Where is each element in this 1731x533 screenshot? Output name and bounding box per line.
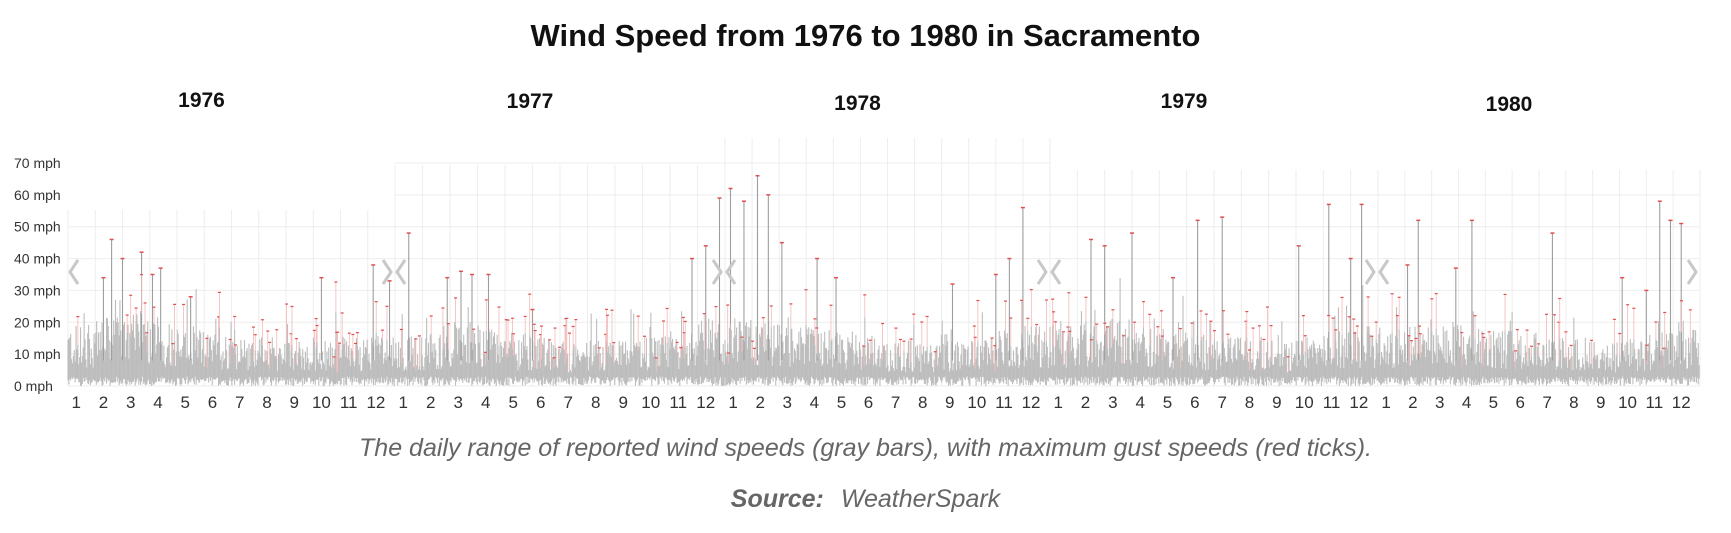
month-tick-label: 4 bbox=[153, 393, 162, 412]
y-tick-label: 20 mph bbox=[14, 314, 61, 330]
month-tick-label: 11 bbox=[1646, 393, 1664, 412]
month-tick-label: 9 bbox=[289, 393, 298, 412]
chevron-left-icon bbox=[68, 259, 80, 285]
month-tick-label: 2 bbox=[755, 393, 764, 412]
month-tick-label: 8 bbox=[918, 393, 927, 412]
month-tick-label: 1 bbox=[1053, 393, 1062, 412]
wind-speed-chart: 0 mph 10 mph 20 mph 30 mph 40 mph 50 mph 60 mp… bbox=[14, 89, 1701, 412]
month-tick-label: 3 bbox=[1435, 393, 1444, 412]
chevron-left-icon bbox=[1050, 259, 1062, 285]
month-tick-label: 2 bbox=[426, 393, 435, 412]
month-tick-label: 6 bbox=[1190, 393, 1199, 412]
y-tick-label: 50 mph bbox=[14, 219, 61, 235]
nav-arrows-layer bbox=[68, 259, 1698, 285]
month-tick-label: 11 bbox=[995, 393, 1013, 412]
month-tick-label: 7 bbox=[235, 393, 244, 412]
y-tick-label: 0 mph bbox=[14, 378, 53, 394]
month-tick-label: 9 bbox=[945, 393, 954, 412]
month-tick-label: 8 bbox=[262, 393, 271, 412]
gust-ticks-layer bbox=[76, 174, 1692, 373]
month-tick-label: 12 bbox=[1349, 393, 1368, 412]
month-tick-label: 8 bbox=[1569, 393, 1578, 412]
month-tick-label: 3 bbox=[454, 393, 463, 412]
chevron-left-icon bbox=[725, 259, 737, 285]
month-tick-label: 5 bbox=[837, 393, 846, 412]
month-tick-label: 6 bbox=[208, 393, 217, 412]
source-name: WeatherSpark bbox=[840, 485, 1001, 513]
chevron-left-icon bbox=[1378, 259, 1390, 285]
panel-year-label: 1978 bbox=[834, 92, 881, 115]
chart-caption: The daily range of reported wind speeds … bbox=[359, 434, 1372, 462]
month-tick-label: 2 bbox=[99, 393, 108, 412]
month-tick-label: 3 bbox=[126, 393, 135, 412]
month-tick-label: 12 bbox=[1672, 393, 1691, 412]
chevron-right-icon bbox=[1686, 259, 1698, 285]
chevron-left-icon bbox=[395, 259, 407, 285]
panel-year-label: 1977 bbox=[507, 90, 554, 113]
month-tick-label: 6 bbox=[864, 393, 873, 412]
month-tick-label: 2 bbox=[1081, 393, 1090, 412]
chevron-right-icon bbox=[711, 259, 723, 285]
chevron-right-icon bbox=[1036, 259, 1048, 285]
y-tick-label: 60 mph bbox=[14, 187, 61, 203]
y-tick-label: 40 mph bbox=[14, 251, 61, 267]
chart-title: Wind Speed from 1976 to 1980 in Sacramen… bbox=[530, 18, 1201, 53]
month-tick-label: 5 bbox=[180, 393, 189, 412]
month-tick-label: 1 bbox=[1381, 393, 1390, 412]
panel-year-label: 1980 bbox=[1486, 93, 1533, 116]
y-tick-label: 30 mph bbox=[14, 282, 61, 298]
month-tick-label: 7 bbox=[1217, 393, 1226, 412]
month-tick-label: 4 bbox=[810, 393, 819, 412]
month-tick-label: 8 bbox=[591, 393, 600, 412]
month-tick-label: 9 bbox=[1596, 393, 1605, 412]
month-tick-label: 3 bbox=[783, 393, 792, 412]
month-tick-label: 4 bbox=[1462, 393, 1471, 412]
chart-source: Source: WeatherSpark bbox=[0, 485, 1731, 514]
month-tick-label: 11 bbox=[340, 393, 358, 412]
month-tick-label: 2 bbox=[1408, 393, 1417, 412]
month-tick-label: 9 bbox=[619, 393, 628, 412]
month-tick-label: 3 bbox=[1108, 393, 1117, 412]
month-tick-label: 12 bbox=[1022, 393, 1041, 412]
month-tick-label: 4 bbox=[1135, 393, 1144, 412]
month-tick-label: 7 bbox=[1542, 393, 1551, 412]
y-tick-label: 70 mph bbox=[14, 155, 61, 171]
month-tick-label: 10 bbox=[1295, 393, 1314, 412]
labels-layer: 0 mph 10 mph 20 mph 30 mph 40 mph 50 mph 60 mp… bbox=[14, 89, 1691, 412]
month-tick-label: 10 bbox=[1618, 393, 1637, 412]
month-tick-label: 7 bbox=[891, 393, 900, 412]
month-tick-label: 11 bbox=[1323, 393, 1341, 412]
month-tick-label: 1 bbox=[728, 393, 737, 412]
month-tick-label: 5 bbox=[1489, 393, 1498, 412]
chevron-right-icon bbox=[1364, 259, 1376, 285]
month-tick-label: 1 bbox=[399, 393, 408, 412]
month-tick-label: 8 bbox=[1245, 393, 1254, 412]
month-tick-label: 1 bbox=[71, 393, 80, 412]
source-label: Source: bbox=[730, 485, 824, 513]
month-tick-label: 9 bbox=[1272, 393, 1281, 412]
panel-year-label: 1979 bbox=[1161, 90, 1208, 113]
month-tick-label: 7 bbox=[564, 393, 573, 412]
chevron-right-icon bbox=[381, 259, 393, 285]
month-tick-label: 4 bbox=[481, 393, 490, 412]
month-tick-label: 6 bbox=[536, 393, 545, 412]
panel-year-label: 1976 bbox=[178, 89, 225, 112]
month-tick-label: 10 bbox=[641, 393, 660, 412]
month-tick-label: 5 bbox=[509, 393, 518, 412]
range-bars-layer bbox=[67, 175, 1700, 386]
month-tick-label: 10 bbox=[967, 393, 986, 412]
month-tick-label: 6 bbox=[1515, 393, 1524, 412]
y-tick-label: 10 mph bbox=[14, 346, 61, 362]
month-tick-label: 12 bbox=[366, 393, 385, 412]
month-tick-label: 10 bbox=[312, 393, 331, 412]
month-tick-label: 12 bbox=[696, 393, 715, 412]
month-tick-label: 5 bbox=[1163, 393, 1172, 412]
month-tick-label: 11 bbox=[669, 393, 687, 412]
